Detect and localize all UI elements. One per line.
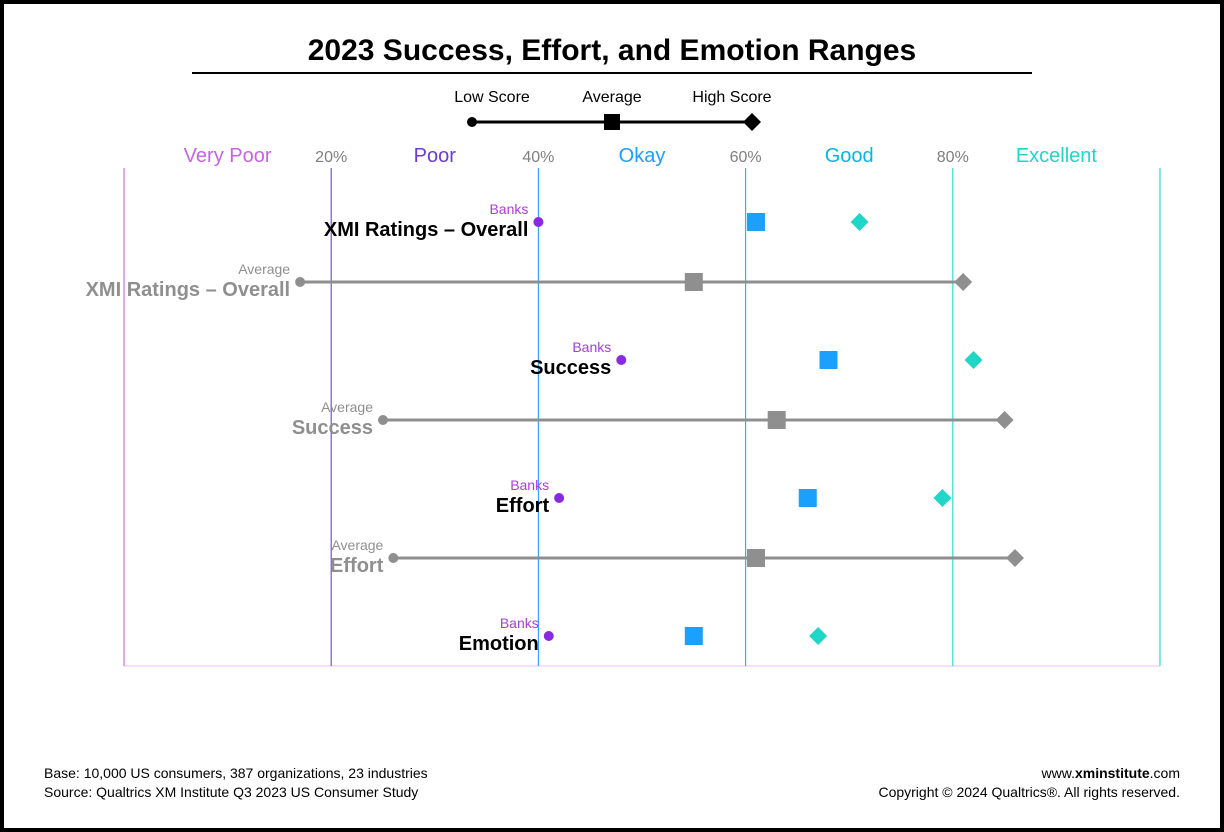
- svg-text:60%: 60%: [730, 149, 762, 166]
- chart-container: 2023 Success, Effort, and Emotion Ranges…: [0, 0, 1224, 832]
- svg-text:20%: 20%: [315, 149, 347, 166]
- svg-text:Okay: Okay: [619, 145, 666, 167]
- footer-copyright: Copyright © 2024 Qualtrics®. All rights …: [878, 783, 1180, 802]
- svg-text:XMI Ratings – Overall: XMI Ratings – Overall: [324, 219, 529, 241]
- svg-text:XMI Ratings – Overall: XMI Ratings – Overall: [86, 279, 291, 301]
- footer-site: www.xminstitute.com: [878, 764, 1180, 783]
- svg-text:Average: Average: [331, 537, 383, 553]
- svg-text:High Score: High Score: [692, 89, 771, 106]
- svg-text:Average: Average: [321, 399, 373, 415]
- svg-text:Emotion: Emotion: [459, 633, 539, 655]
- svg-text:Very Poor: Very Poor: [184, 145, 272, 167]
- chart-area: Very Poor Poor Okay Good Excellent 20% 40% 60% 8…: [62, 142, 1162, 677]
- svg-text:Success: Success: [292, 417, 373, 439]
- svg-text:Excellent: Excellent: [1016, 145, 1098, 167]
- svg-text:Low Score: Low Score: [454, 89, 530, 106]
- svg-text:80%: 80%: [937, 149, 969, 166]
- svg-text:40%: 40%: [522, 149, 554, 166]
- title-rule: [192, 72, 1032, 74]
- chart-svg: Very Poor Poor Okay Good Excellent 20% 40% 60% 8…: [62, 142, 1162, 672]
- svg-text:Poor: Poor: [414, 145, 457, 167]
- legend: Low Score Average High Score: [44, 84, 1180, 134]
- svg-text:Banks: Banks: [510, 477, 549, 493]
- svg-text:Average: Average: [582, 89, 641, 106]
- footer-source: Source: Qualtrics XM Institute Q3 2023 U…: [44, 783, 428, 802]
- svg-text:Average: Average: [238, 261, 290, 277]
- svg-text:Effort: Effort: [496, 495, 550, 517]
- svg-text:Effort: Effort: [330, 555, 384, 577]
- svg-text:Banks: Banks: [489, 201, 528, 217]
- svg-text:Success: Success: [530, 357, 611, 379]
- svg-text:Banks: Banks: [572, 339, 611, 355]
- svg-text:Good: Good: [825, 145, 874, 167]
- chart-title: 2023 Success, Effort, and Emotion Ranges: [44, 34, 1180, 68]
- legend-svg: Low Score Average High Score: [412, 84, 812, 134]
- footer: Base: 10,000 US consumers, 387 organizat…: [44, 764, 1180, 802]
- footer-base: Base: 10,000 US consumers, 387 organizat…: [44, 764, 428, 783]
- svg-text:Banks: Banks: [500, 615, 539, 631]
